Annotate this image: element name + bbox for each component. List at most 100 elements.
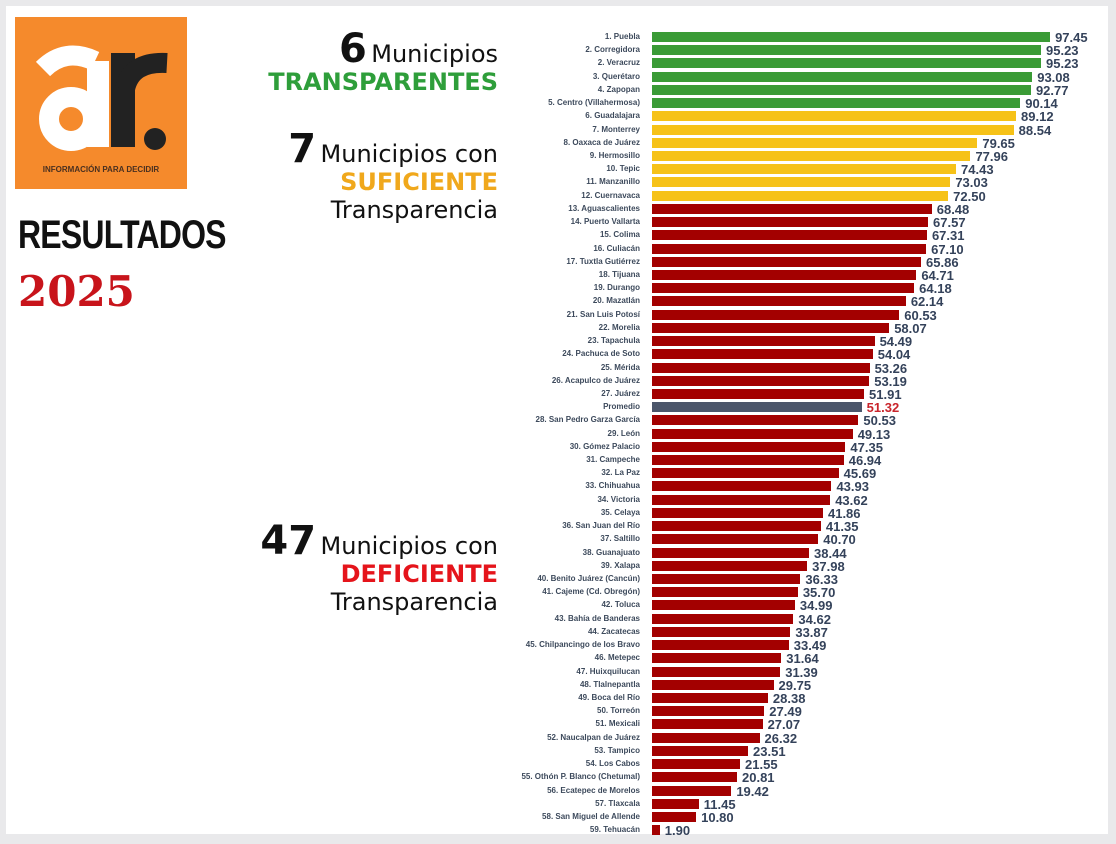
group-line1: Municipios <box>371 40 498 68</box>
bar-deficiente <box>652 322 890 333</box>
group-suficiente: 7 Municipios con SUFICIENTE Transparenci… <box>288 126 498 224</box>
value-label: 28.38 <box>772 691 806 706</box>
category-label: 22. Morelia <box>598 322 640 332</box>
bar-deficiente <box>652 349 873 360</box>
bar-deficiente <box>652 296 906 307</box>
category-label: 58. San Miguel de Allende <box>542 811 640 821</box>
bar-deficiente <box>652 481 832 492</box>
category-label: 37. Saltillo <box>600 534 640 544</box>
group-category: TRANSPARENTES <box>268 68 498 96</box>
category-label: 6. Guadalajara <box>585 111 640 121</box>
ar-logo: INFORMACIÓN PARA DECIDIR <box>15 17 187 189</box>
category-label: 14. Puerto Vallarta <box>570 217 640 227</box>
bar-deficiente <box>652 626 791 637</box>
bar-deficiente <box>652 243 927 254</box>
bar-transparente <box>652 71 1033 82</box>
group-transparentes: 6 Municipios TRANSPARENTES <box>268 26 498 96</box>
category-label: 29. León <box>607 428 640 438</box>
bar-suficiente <box>652 150 971 161</box>
category-label: 42. Toluca <box>601 600 640 610</box>
category-label: 3. Querétaro <box>592 71 640 81</box>
value-label: 21.55 <box>745 757 778 773</box>
value-label: 11.45 <box>703 796 736 812</box>
value-label: 97.45 <box>1055 30 1088 45</box>
value-label: 51.32 <box>866 400 900 416</box>
category-label: 13. Aguascalientes <box>568 203 640 213</box>
bar-deficiente <box>652 455 844 466</box>
value-label: 36.33 <box>805 572 838 588</box>
value-label: 40.70 <box>823 532 856 548</box>
value-label: 53.19 <box>874 373 907 389</box>
value-label: 33.87 <box>795 624 828 640</box>
group-line1: Municipios con <box>320 532 498 560</box>
value-label: 72.50 <box>953 188 986 204</box>
bar-deficiente <box>652 706 765 717</box>
bar-deficiente <box>652 772 737 783</box>
category-label: 53. Tampico <box>594 745 640 755</box>
value-label: 34.62 <box>798 611 831 627</box>
bar-deficiente <box>652 534 819 545</box>
value-label: 51.91 <box>869 386 902 402</box>
bar-deficiente <box>652 574 801 585</box>
bar-deficiente <box>652 547 810 558</box>
value-label: 64.71 <box>921 267 954 283</box>
category-label: 30. Gómez Palacio <box>569 441 640 451</box>
bar-deficiente <box>652 507 823 518</box>
value-label: 77.96 <box>975 148 1008 164</box>
category-label: 38. Guanajuato <box>582 547 640 557</box>
value-label: 58.07 <box>894 320 927 336</box>
logo-mark-icon <box>35 45 168 151</box>
category-label: 2. Veracruz <box>597 58 640 68</box>
category-label: 46. Metepec <box>594 653 640 663</box>
bar-deficiente <box>652 415 859 426</box>
bar-deficiente <box>652 653 782 664</box>
category-label: 4. Zapopan <box>597 84 640 94</box>
category-label: 35. Celaya <box>600 507 640 517</box>
value-label: 43.93 <box>836 479 869 495</box>
value-label: 33.49 <box>793 638 827 654</box>
category-label: 47. Huixquilucan <box>576 666 640 676</box>
value-label: 95.23 <box>1046 56 1079 72</box>
value-label: 54.04 <box>877 347 911 363</box>
bar-deficiente <box>652 640 789 651</box>
value-label: 31.64 <box>786 651 819 667</box>
category-label: 48. Tlalnepantla <box>579 679 640 689</box>
category-label: 39. Xalapa <box>600 560 640 570</box>
value-label: 26.32 <box>764 730 798 746</box>
value-label: 37.98 <box>812 558 845 574</box>
category-label: 51. Mexicali <box>595 719 640 729</box>
value-label: 35.70 <box>802 585 836 601</box>
value-label: 29.75 <box>778 677 812 693</box>
value-label: 60.53 <box>904 307 937 323</box>
bar-suficiente <box>652 164 957 175</box>
category-label: 34. Victoria <box>597 494 640 504</box>
category-label: 31. Campeche <box>586 455 640 465</box>
category-label: 15. Colima <box>599 230 640 240</box>
category-label: 10. Tepic <box>606 164 640 174</box>
bar-transparente <box>652 32 1051 42</box>
group-line3: Transparencia <box>330 196 498 224</box>
value-label: 19.42 <box>736 783 769 799</box>
logo-tagline: INFORMACIÓN PARA DECIDIR <box>42 165 160 174</box>
value-label: 34.99 <box>799 598 833 614</box>
bar-deficiente <box>652 269 917 280</box>
group-line1: Municipios con <box>320 140 498 168</box>
bar-suficiente <box>652 190 949 201</box>
bar-suficiente <box>652 137 978 148</box>
bar-deficiente <box>652 494 831 505</box>
bar-deficiente <box>652 428 853 439</box>
category-label: 2. Corregidora <box>585 45 640 55</box>
category-label: 17. Tuxtla Gutiérrez <box>566 256 640 266</box>
bar-deficiente <box>652 798 699 809</box>
bar-deficiente <box>652 811 697 822</box>
bar-deficiente <box>652 468 839 479</box>
bar-deficiente <box>652 719 763 730</box>
category-label: 54. Los Cabos <box>585 759 640 769</box>
category-label: 41. Cajeme (Cd. Obregón) <box>542 587 640 597</box>
value-label: 47.35 <box>850 439 883 455</box>
value-label: 43.62 <box>835 492 868 508</box>
bar-deficiente <box>652 336 875 347</box>
category-label: 9. Hermosillo <box>589 150 640 160</box>
category-label: 25. Mérida <box>600 362 640 372</box>
group-deficiente: 47 Municipios con DEFICIENTE Transparenc… <box>260 518 498 616</box>
